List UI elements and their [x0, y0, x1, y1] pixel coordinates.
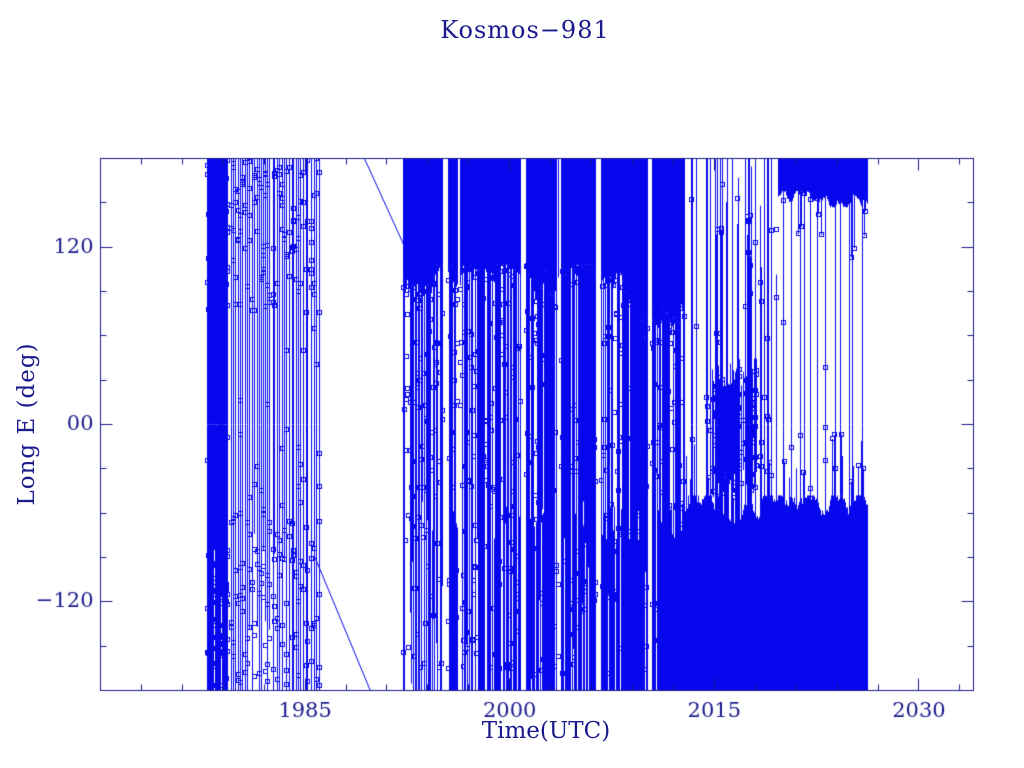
chart-title: Kosmos−981	[440, 16, 610, 44]
y-axis-title: Long E (deg)	[14, 342, 40, 506]
x-axis-title: Time(UTC)	[481, 718, 611, 744]
